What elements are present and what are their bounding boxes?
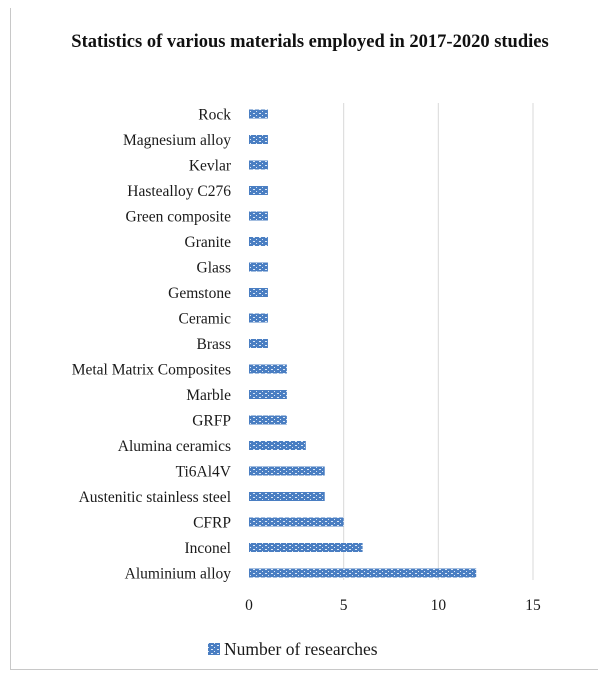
x-tick-label: 15 <box>525 597 541 614</box>
bar <box>249 390 287 399</box>
category-label: GRFP <box>192 413 231 430</box>
bar <box>249 288 268 297</box>
bar <box>249 262 268 272</box>
bar <box>249 160 268 170</box>
category-label: CFRP <box>193 515 231 532</box>
category-label: Metal Matrix Composites <box>72 362 231 379</box>
bar <box>249 364 287 374</box>
bar <box>249 441 306 450</box>
category-label: Granite <box>185 234 232 251</box>
chart-title: Statistics of various materials employed… <box>71 32 549 52</box>
bars <box>249 109 477 578</box>
bar <box>249 211 268 221</box>
x-axis-ticks: 0 5 10 15 <box>245 597 541 614</box>
bar <box>249 237 268 246</box>
category-label: Hastealloy C276 <box>127 183 231 200</box>
bar <box>249 517 344 527</box>
bar <box>249 543 363 552</box>
category-label: Rock <box>198 107 231 124</box>
bar <box>249 492 325 501</box>
category-label: Brass <box>197 336 231 353</box>
category-label: Green composite <box>126 209 232 226</box>
bar <box>249 186 268 195</box>
bar <box>249 135 268 144</box>
category-label: Aluminium alloy <box>125 566 232 583</box>
grid-lines <box>343 103 534 580</box>
category-label: Ceramic <box>178 311 231 328</box>
x-tick-label: 10 <box>431 597 447 614</box>
chart-frame <box>10 8 598 670</box>
bar <box>249 109 268 119</box>
category-label: Gemstone <box>168 285 231 302</box>
x-tick-label: 0 <box>245 597 253 614</box>
category-label: Kevlar <box>189 158 232 175</box>
category-label: Inconel <box>185 540 231 557</box>
category-label: Magnesium alloy <box>123 132 231 149</box>
bar <box>249 415 287 425</box>
bar <box>249 339 268 348</box>
category-label: Austenitic stainless steel <box>79 489 231 506</box>
legend-label: Number of researches <box>224 639 378 659</box>
legend: Number of researches <box>208 639 378 659</box>
category-label: Marble <box>186 387 231 404</box>
category-label: Ti6Al4V <box>176 464 232 481</box>
bar <box>249 313 268 323</box>
bar <box>249 466 325 476</box>
legend-swatch <box>208 643 220 655</box>
x-tick-label: 5 <box>340 597 348 614</box>
bar <box>249 568 477 578</box>
category-label: Glass <box>197 260 231 277</box>
category-labels: Rock Magnesium alloy Kevlar Hastealloy C276… <box>72 107 232 583</box>
category-label: Alumina ceramics <box>118 438 231 455</box>
